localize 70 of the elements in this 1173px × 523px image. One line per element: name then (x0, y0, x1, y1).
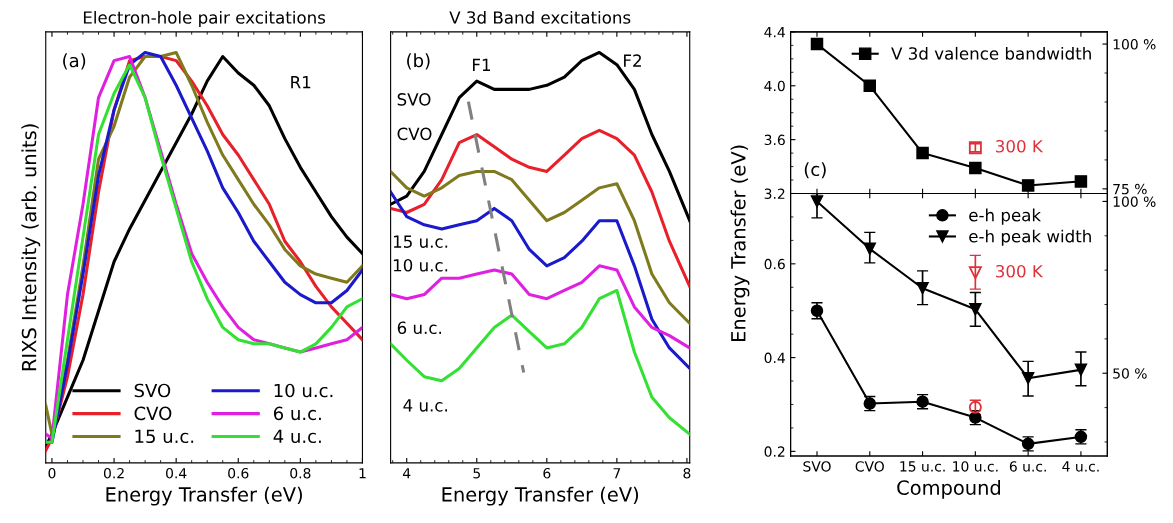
y-tick-label: 3.6 (764, 134, 785, 146)
legend-label: 15 u.c. (135, 429, 194, 444)
x-tick-label: 0 (48, 467, 56, 479)
point (1074, 363, 1088, 377)
x-tick-label: 5 (473, 468, 480, 479)
x-tick-label: SVO (803, 461, 831, 472)
point (969, 303, 982, 316)
y-axis-title: RIXS Intensity (arb. units) (21, 124, 41, 371)
annotation: (c) (804, 162, 826, 179)
y-tick-label: 4.0 (764, 80, 785, 92)
x-tick-label: 15 u.c. (900, 461, 945, 472)
x-tick-label: 4 (402, 468, 411, 479)
x-tick-label: 1 (359, 468, 366, 479)
x-tick-label: 6 (543, 467, 551, 479)
y-tick-label: 0.6 (764, 258, 785, 270)
point (1074, 175, 1088, 188)
x-tick-label: 6 u.c. (1009, 461, 1046, 472)
point (810, 195, 824, 208)
x-tick-label: 0.2 (103, 467, 124, 479)
legend-label: SVO (134, 383, 171, 398)
y-axis-title: Energy Transfer (eV) (730, 145, 750, 342)
x-tick-label: 0.4 (166, 467, 187, 479)
point (916, 146, 929, 160)
legend-label: e-h peak (969, 208, 1042, 225)
annotation: CVO (397, 127, 432, 141)
legend-label: 10 u.c. (274, 383, 333, 398)
y2-tick-label: 50 % (1113, 368, 1147, 379)
y2-tick-label: 100 % (1113, 196, 1156, 207)
chart-title: V 3d Band excitations (449, 10, 631, 24)
y2-tick-label: 100 % (1113, 39, 1156, 50)
point (810, 37, 824, 51)
y-tick-label: 0.2 (764, 446, 785, 457)
x-axis-title: Compound (897, 479, 1001, 499)
chart-title: Electron-hole pair excitations (83, 10, 326, 28)
annotation: F2 (624, 54, 641, 67)
annotation: 300 K (996, 264, 1044, 278)
y-tick-label: 3.2 (764, 188, 785, 199)
annotation: 15 u.c. (393, 235, 448, 248)
annotation: (b) (407, 53, 430, 70)
x-axis-title: Energy Transfer (eV) (106, 486, 302, 506)
annotation: 10 u.c. (393, 259, 448, 272)
annotation: (a) (63, 53, 86, 70)
y-tick-label: 0.4 (764, 352, 785, 364)
point (1021, 179, 1035, 192)
point (863, 242, 877, 256)
x-tick-label: 10 u.c. (953, 461, 998, 472)
legend-label: e-h peak width (969, 229, 1091, 246)
legend-label: 4 u.c. (273, 429, 321, 444)
x-tick-label: 4 u.c. (1062, 461, 1099, 472)
x-tick-label: 0.8 (290, 467, 311, 479)
legend-label: CVO (134, 406, 172, 421)
annotation: 6 u.c. (397, 321, 442, 335)
annotation: 300 K (996, 139, 1044, 153)
x-tick-label: 7 (613, 468, 621, 479)
annotation: SVO (397, 93, 431, 106)
x-axis-title: Energy Transfer (eV) (442, 486, 639, 506)
point (863, 79, 877, 93)
annotation: R1 (291, 76, 311, 89)
point (1021, 371, 1035, 385)
legend-label: V 3d valence bandwidth (891, 46, 1091, 60)
x-tick-label: CVO (855, 461, 884, 472)
point (969, 161, 982, 175)
x-tick-label: 8 (683, 467, 691, 479)
y2-tick-label: 75 % (1113, 183, 1147, 195)
annotation: 4 u.c. (403, 399, 447, 412)
annotation: F1 (473, 58, 491, 71)
x-tick-label: 0.6 (228, 467, 249, 479)
point (916, 281, 929, 295)
y-tick-label: 4.4 (764, 27, 785, 38)
legend-label: 6 u.c. (273, 406, 321, 421)
